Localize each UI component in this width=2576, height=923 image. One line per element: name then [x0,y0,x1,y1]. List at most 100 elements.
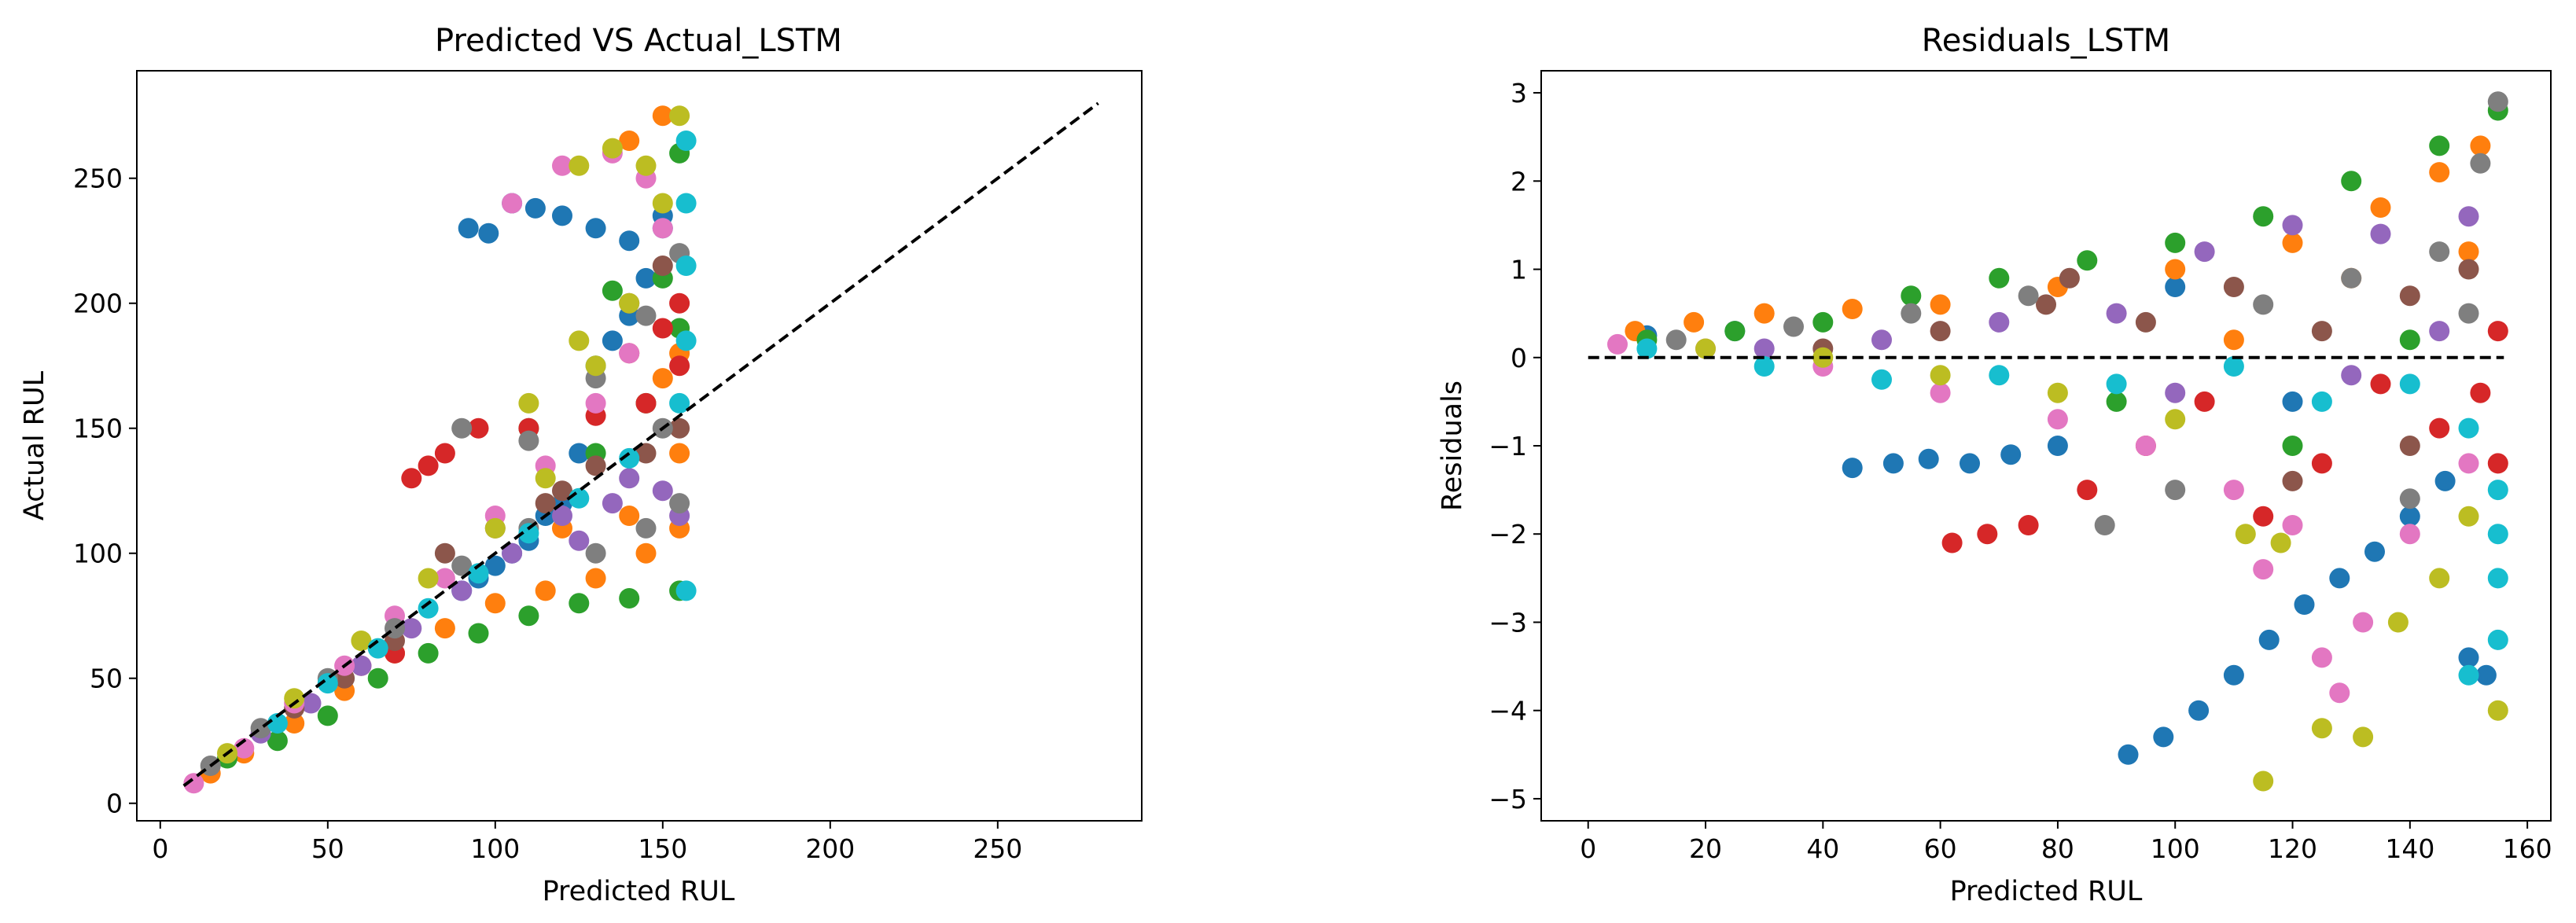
chart-left-point [468,417,489,439]
chart-left-point [418,455,439,476]
chart-left-point [652,368,673,389]
chart-right-point [2387,612,2409,633]
chart-right-xtick-label: 40 [1806,833,1839,864]
chart-right-point [1989,311,2010,333]
chart-right-point [2077,250,2098,271]
chart-right-point [1665,329,1687,351]
chart-right-ytick-label: 0 [1511,343,1527,373]
chart-right-point [2047,382,2068,403]
chart-left-point [418,568,439,589]
chart-left-yticks: 0 50 100 150 200 250 [73,164,137,819]
chart-right-point [2399,524,2420,545]
chart-left-point [675,131,697,151]
chart-left-xtick-label: 200 [805,833,855,864]
chart-right-point [2487,700,2508,721]
chart-right-point [2165,382,2186,403]
chart-left-point [451,555,473,576]
chart-right-point [2311,391,2332,412]
chart-right-point [1930,382,1951,403]
chart-right-ytick-label: 3 [1511,78,1527,108]
chart-left-point [635,392,657,414]
chart-right-point [2165,259,2186,280]
chart-right-point [1941,532,1963,553]
chart-left-point [619,588,640,609]
chart-right-point [2487,524,2508,545]
chart-left-point [367,638,388,659]
chart-left-point [458,218,479,239]
chart-left-point [569,593,590,614]
chart-right-point [1783,316,1804,337]
chart-left-point [619,506,640,526]
chart-left-point [602,280,623,301]
chart-left-point [518,392,539,414]
chart-right-point [1930,321,1951,342]
chart-left-point [585,455,606,476]
chart-right-point [2036,294,2056,315]
chart-left-point [669,443,690,464]
chart-left-point [434,568,455,589]
chart-right-point [1918,448,1939,469]
chart-left-ytick-label: 50 [90,664,123,694]
chart-right-point [1842,458,1863,479]
chart-right-point [2458,241,2479,263]
chart-right-point [1754,303,1775,324]
chart-right-point [1684,311,1705,333]
chart-left-point [183,773,204,794]
chart-left-point [669,105,690,127]
chart-left-point [535,468,556,489]
chart-right-point [2294,594,2315,615]
chart-right-point [1930,365,1951,386]
chart-right-title: Residuals_LSTM [1922,23,2170,59]
chart-left-point [535,580,556,601]
chart-right-point [2047,409,2068,430]
chart-left-point [585,568,606,589]
chart-left-point [317,673,338,694]
chart-right-point [1989,267,2010,289]
chart-left-point [602,493,623,514]
chart-right-point [2329,682,2350,704]
chart-right-point [1960,453,1980,474]
chart-right-point [2370,197,2391,218]
chart-left-point [635,542,657,564]
chart-right-point [2434,470,2456,491]
chart-right-point [2429,417,2450,439]
chart-right-point [1871,329,1892,351]
chart-right-point [2018,515,2039,535]
chart-left-point [675,330,697,351]
chart-left-point [669,292,690,314]
chart-right-point [2458,453,2479,474]
chart-right-point [1901,285,1922,307]
chart-right-point [2458,417,2479,439]
chart-right-point [1977,524,1998,545]
chart-left-points [183,105,697,794]
chart-right-point [2429,241,2450,263]
chart-right-point [2487,453,2508,474]
chart-left-point [267,730,288,752]
chart-right-point [2458,303,2479,324]
chart-left-point [524,197,546,219]
chart-right-point [2399,436,2420,456]
chart-right-point [1882,453,1904,474]
chart-right-point [1842,299,1863,319]
chart-right-point [2282,232,2303,253]
chart-left-point [569,443,590,464]
chart-right-point [2223,277,2244,297]
chart-left-point [484,517,506,539]
chart-left-point [552,155,572,176]
chart-right-point [2311,453,2332,474]
chart-right-point [2235,524,2256,545]
chart-left-point [569,330,590,351]
chart-right-xlabel: Predicted RUL [1950,876,2143,907]
chart-left-point [518,605,539,627]
chart-left-point [635,517,657,539]
chart-left-point [619,230,640,252]
chart-right-xtick-label: 60 [1924,833,1957,864]
chart-left-point [317,705,338,726]
chart-right-point [2341,171,2362,192]
chart-right-point [1754,338,1775,359]
chart-left-point [619,468,640,489]
chart-right-point [2194,391,2215,412]
chart-right-point [2282,436,2303,456]
chart-left-point [652,105,673,127]
chart-right-point [2223,329,2244,351]
